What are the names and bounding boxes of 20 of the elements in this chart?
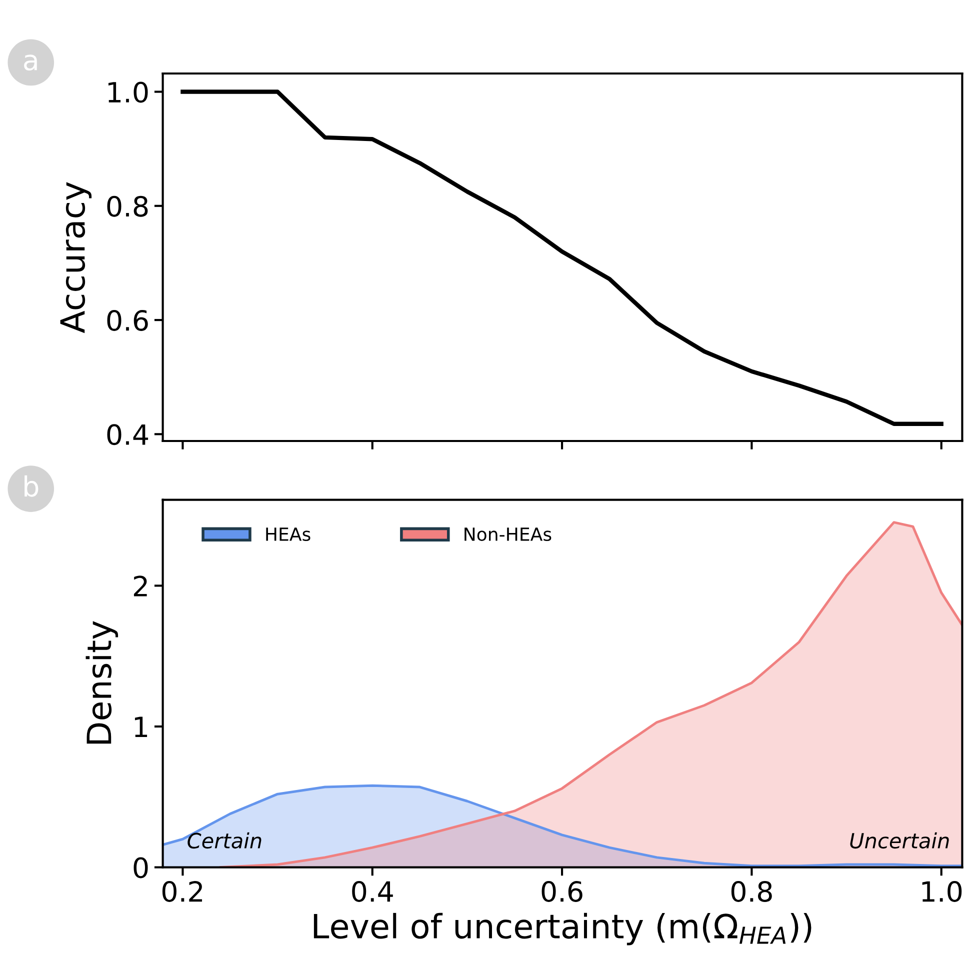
x-tick-label: 0.2	[162, 880, 202, 902]
y-tick-label: 2	[134, 576, 147, 596]
legend-label: HEAs	[266, 528, 310, 542]
x-tick-label: 0.6	[542, 880, 582, 902]
x-tick-label: 1.0	[922, 880, 962, 902]
y-tick-label: 1	[134, 716, 148, 738]
x-axis-title: Level of uncertainty (m(Ω$_{HEA}$))	[314, 912, 812, 946]
legend-label: Non-HEAs	[464, 528, 552, 542]
y-tick-label: 0.6	[107, 310, 148, 331]
x-tick-label: 0.4	[352, 880, 393, 902]
y-tick-label: 0.8	[107, 196, 148, 217]
y-tick-label: 0	[134, 857, 148, 878]
y-tick-label: 0.4	[107, 424, 148, 446]
y-tick-label: 1.0	[108, 82, 148, 103]
line-series	[180, 90, 944, 426]
x-tick-label: 0.8	[731, 880, 772, 902]
y-axis-title: Density	[86, 621, 118, 744]
y-axis-title: Accuracy	[60, 182, 92, 334]
annotation: Certain	[188, 832, 262, 849]
annotation: Uncertain	[850, 832, 949, 849]
